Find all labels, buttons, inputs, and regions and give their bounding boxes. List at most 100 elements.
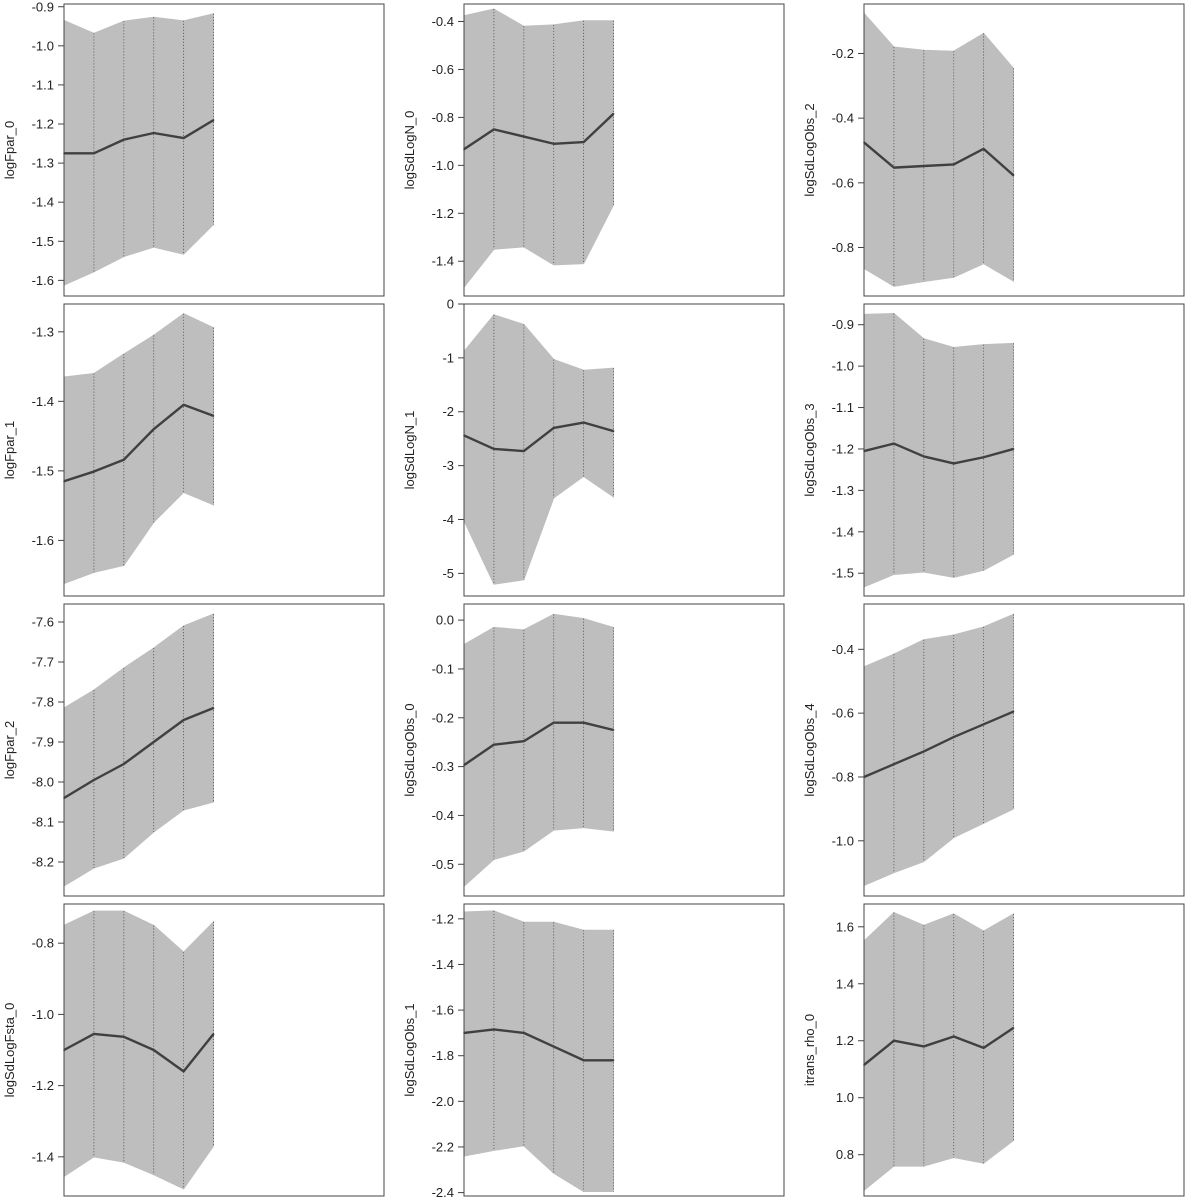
y-tick-label: 0.0: [436, 613, 454, 628]
y-tick-label: -1.2: [832, 441, 854, 456]
mean-point: [182, 719, 185, 721]
y-tick-label: -0.8: [832, 769, 854, 784]
y-axis-label: logSdLogN_1: [402, 411, 417, 490]
mean-point: [123, 763, 125, 765]
mean-line: [463, 421, 614, 453]
y-tick-label: -0.4: [832, 642, 854, 657]
y-tick-label: -8.1: [32, 815, 54, 830]
y-tick-label: -1.5: [32, 463, 54, 478]
y-tick-label: -7.7: [32, 655, 54, 670]
mean-point: [552, 721, 555, 724]
y-tick-label: -1.0: [832, 359, 854, 374]
chart-panel-8: -0.5 -0.4 -0.3 -0.2 -0.1 0.0 logSdLogObs_0: [402, 603, 785, 897]
y-tick-label: -1.8: [432, 1048, 454, 1063]
chart-panel-5: -5 -4 -3 -2 -1 0 logSdLogN_1: [402, 297, 785, 597]
chart-panel-9: -1.0 -0.8 -0.6 -0.4 logSdLogObs_4: [802, 603, 1185, 897]
mean-point: [952, 1035, 955, 1038]
chart-panel-3: -0.8 -0.6 -0.4 -0.2 logSdLogObs_2: [802, 3, 1185, 297]
mean-point: [552, 427, 555, 429]
y-tick-label: -0.8: [32, 936, 54, 951]
y-axis-label: logSdLogObs_0: [402, 703, 417, 796]
mean-point: [952, 736, 955, 738]
y-tick-label: 1.6: [836, 919, 854, 934]
mean-point: [923, 165, 925, 167]
y-tick-label: -2.4: [432, 1185, 454, 1200]
confidence-band: [463, 314, 615, 585]
plot-frame: [863, 303, 1185, 597]
mean-point: [93, 1033, 95, 1035]
mean-point: [923, 750, 925, 753]
mean-point: [612, 112, 615, 115]
y-tick-label: -0.9: [832, 317, 854, 332]
y-tick-label: -0.1: [432, 661, 454, 676]
mean-point: [923, 455, 925, 458]
y-axis-label: logFpar_1: [2, 421, 17, 480]
y-axis-label: logSdLogObs_1: [402, 1003, 417, 1096]
mean-point: [523, 450, 525, 452]
y-tick-label: -1.0: [432, 158, 454, 173]
y-tick-label: -0.4: [832, 111, 854, 126]
chart-panel-10: -1.4 -1.2 -1.0 -0.8 logSdLogFsta_0: [2, 903, 385, 1197]
y-axis-label: logSdLogObs_2: [802, 103, 817, 196]
y-tick-label: -1.4: [432, 957, 454, 972]
y-tick-label: 1.4: [836, 976, 854, 991]
mean-point: [182, 137, 185, 139]
y-tick-label: -2.2: [432, 1139, 454, 1154]
y-axis-label: logSdLogFsta_0: [2, 1003, 17, 1098]
mean-point: [982, 723, 985, 726]
plot-frame: [63, 3, 385, 297]
mean-point: [152, 428, 155, 430]
mean-point: [493, 448, 495, 450]
plot-frame: [63, 603, 385, 897]
chart-panel-1: -1.6 -1.5 -1.4 -1.3 -1.2 -1.1 -1.0 -0.9 logFpar_…: [2, 0, 385, 297]
plot-frame: [463, 903, 785, 1197]
chart-panel-2: -1.4 -1.2 -1.0 -0.8 -0.6 -0.4 logSdLogN_0: [402, 3, 785, 297]
confidence-band: [463, 8, 615, 289]
mean-point: [493, 128, 495, 131]
y-axis-label: logSdLogObs_4: [802, 703, 817, 796]
y-tick-label: -5: [442, 566, 454, 581]
mean-line: [63, 1032, 215, 1073]
chart-panel-6: -1.5 -1.4 -1.3 -1.2 -1.1 -1.0 -0.9 logSdLogObs_…: [802, 303, 1185, 597]
plot-frame: [863, 3, 1185, 297]
y-tick-label: -8.0: [32, 775, 54, 790]
y-tick-label: -0.2: [832, 46, 854, 61]
mean-point: [582, 721, 585, 724]
mean-point: [1012, 710, 1015, 713]
mean-point: [893, 1039, 895, 1042]
mean-point: [123, 138, 125, 141]
mean-line: [463, 112, 615, 151]
y-tick-label: -1.6: [32, 273, 54, 288]
y-tick-label: -1.1: [832, 400, 854, 415]
mean-point: [582, 141, 585, 143]
plot-frame: [463, 3, 785, 297]
mean-line: [463, 721, 614, 767]
mean-point: [952, 462, 955, 465]
y-tick-label: -2: [442, 404, 454, 419]
y-tick-label: -1.0: [32, 38, 54, 53]
y-tick-label: -0.8: [432, 110, 454, 125]
plot-frame: [863, 603, 1185, 897]
mean-point: [523, 740, 525, 743]
mean-point: [493, 1028, 495, 1031]
mean-line: [863, 141, 1015, 177]
mean-point: [523, 135, 525, 138]
mean-point: [923, 1045, 925, 1048]
plot-frame: [63, 903, 385, 1197]
chart-panel-12: 0.8 1.0 1.2 1.4 1.6 itrans_rho_0: [802, 903, 1185, 1197]
y-tick-label: 0: [447, 297, 454, 312]
mean-point: [493, 743, 495, 746]
chart-panel-7: -8.2 -8.1 -8.0 -7.9 -7.8 -7.7 -7.6 logFpar_2: [2, 603, 385, 897]
mean-point: [952, 163, 955, 166]
mean-point: [612, 430, 615, 432]
mean-point: [893, 763, 895, 766]
mean-point: [212, 119, 215, 121]
y-tick-label: 1.0: [836, 1090, 854, 1105]
y-tick-label: -0.3: [432, 759, 454, 774]
mean-point: [982, 456, 985, 459]
plot-frame: [863, 903, 1185, 1197]
y-tick-label: -2.0: [432, 1094, 454, 1109]
y-tick-label: -1.4: [32, 1149, 54, 1164]
mean-point: [212, 415, 215, 417]
